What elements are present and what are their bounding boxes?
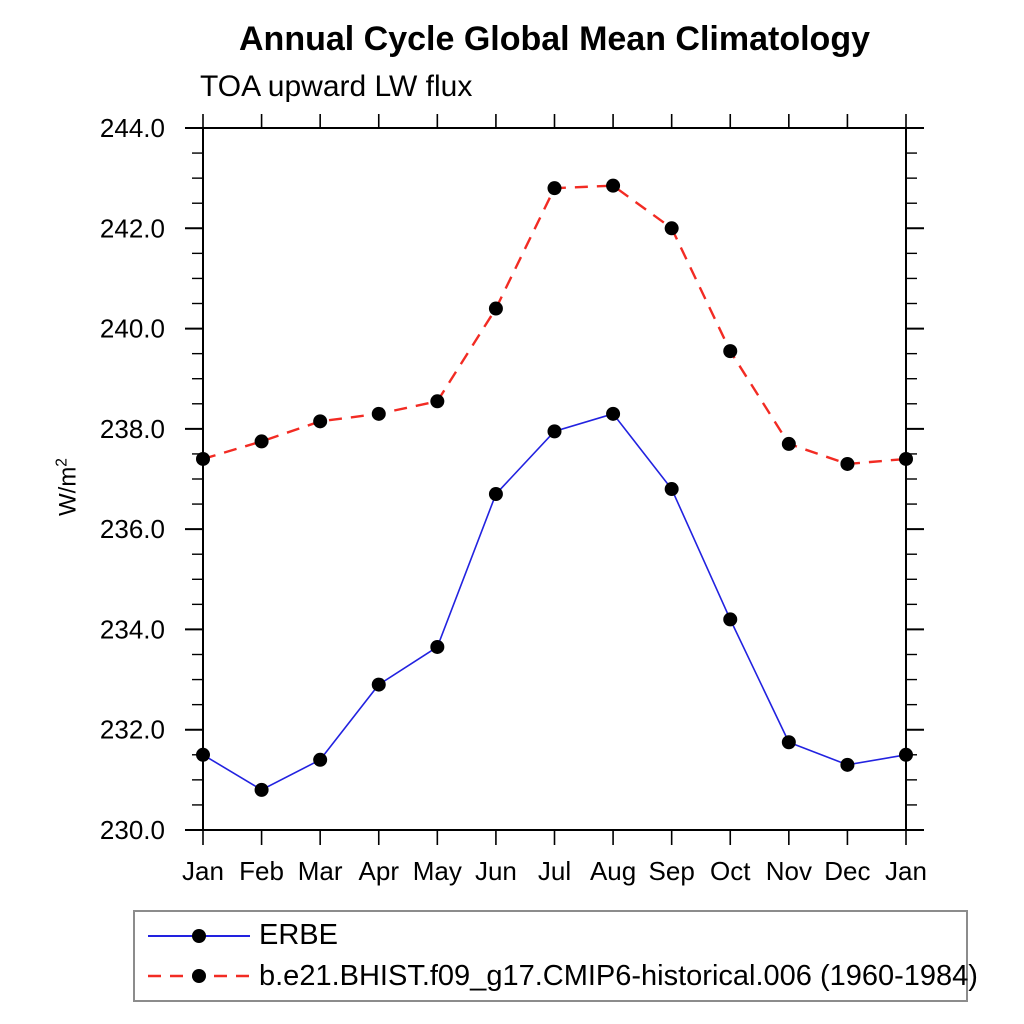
x-axis-tick-label: Jan: [182, 856, 224, 886]
data-point-marker-model: [606, 178, 621, 193]
legend-line-sample-erbe: [148, 928, 250, 943]
data-point-marker-erbe: [781, 735, 796, 750]
y-axis-tick-label: 236.0: [100, 514, 165, 544]
data-point-marker-erbe: [606, 406, 621, 421]
data-point-marker-model: [781, 436, 796, 451]
y-axis-tick-label: 242.0: [100, 213, 165, 243]
y-axis-tick-label: 230.0: [100, 815, 165, 845]
data-point-marker-erbe: [899, 747, 913, 762]
x-axis-tick-label: Oct: [710, 856, 751, 886]
legend-marker-model: [192, 969, 206, 984]
data-point-marker-erbe: [488, 487, 503, 502]
x-axis-tick-label: Jan: [885, 856, 927, 886]
y-axis-tick-label: 244.0: [100, 113, 165, 143]
y-axis-tick-label: 238.0: [100, 414, 165, 444]
data-point-marker-erbe: [430, 639, 445, 654]
data-point-marker-erbe: [664, 482, 679, 497]
x-axis-tick-label: May: [413, 856, 462, 886]
data-point-marker-model: [664, 221, 679, 236]
legend: ERBE b.e21.BHIST.f09_g17.CMIP6-historica…: [133, 910, 978, 1002]
data-point-marker-erbe: [254, 782, 269, 797]
y-axis-tick-label: 234.0: [100, 614, 165, 644]
legend-line-sample-model: [148, 969, 250, 984]
legend-item-erbe: ERBE: [135, 919, 966, 952]
x-axis-tick-label: Aug: [590, 856, 636, 886]
data-point-marker-erbe: [313, 752, 328, 767]
plot-frame: [202, 127, 907, 831]
x-axis-tick-label: Mar: [298, 856, 343, 886]
x-axis-tick-label: Nov: [766, 856, 812, 886]
data-point-marker-erbe: [547, 424, 562, 439]
x-axis-tick-label: Apr: [359, 856, 400, 886]
data-point-marker-model: [547, 181, 562, 196]
legend-label-erbe: ERBE: [259, 919, 338, 952]
data-point-marker-model: [371, 406, 386, 421]
data-point-marker-model: [254, 434, 269, 449]
data-point-marker-model: [313, 414, 328, 429]
data-point-marker-model: [723, 344, 738, 359]
chart-title: Annual Cycle Global Mean Climatology: [239, 20, 870, 58]
data-point-marker-model: [840, 456, 855, 471]
x-axis-tick-label: Sep: [649, 856, 695, 886]
data-point-marker-erbe: [371, 677, 386, 692]
series-line-model: [202, 184, 907, 466]
x-axis-tick-label: Jul: [538, 856, 571, 886]
y-axis-tick-label: 240.0: [100, 314, 165, 344]
y-axis-tick-label: 232.0: [100, 715, 165, 745]
x-axis-tick-label: Dec: [824, 856, 870, 886]
data-point-marker-erbe: [723, 612, 738, 627]
legend-marker-erbe: [192, 928, 206, 943]
data-point-marker-model: [196, 451, 210, 466]
legend-label-model: b.e21.BHIST.f09_g17.CMIP6-historical.006…: [259, 959, 978, 992]
data-point-marker-model: [488, 301, 503, 316]
x-axis-tick-label: Jun: [475, 856, 517, 886]
legend-item-model: b.e21.BHIST.f09_g17.CMIP6-historical.006…: [135, 960, 978, 993]
data-point-marker-erbe: [840, 757, 855, 772]
series-line-erbe: [202, 412, 907, 791]
chart-subtitle: TOA upward LW flux: [200, 70, 473, 103]
data-point-marker-erbe: [196, 747, 210, 762]
data-point-marker-model: [899, 451, 913, 466]
data-point-marker-model: [430, 394, 445, 409]
x-axis-tick-label: Feb: [239, 856, 284, 886]
